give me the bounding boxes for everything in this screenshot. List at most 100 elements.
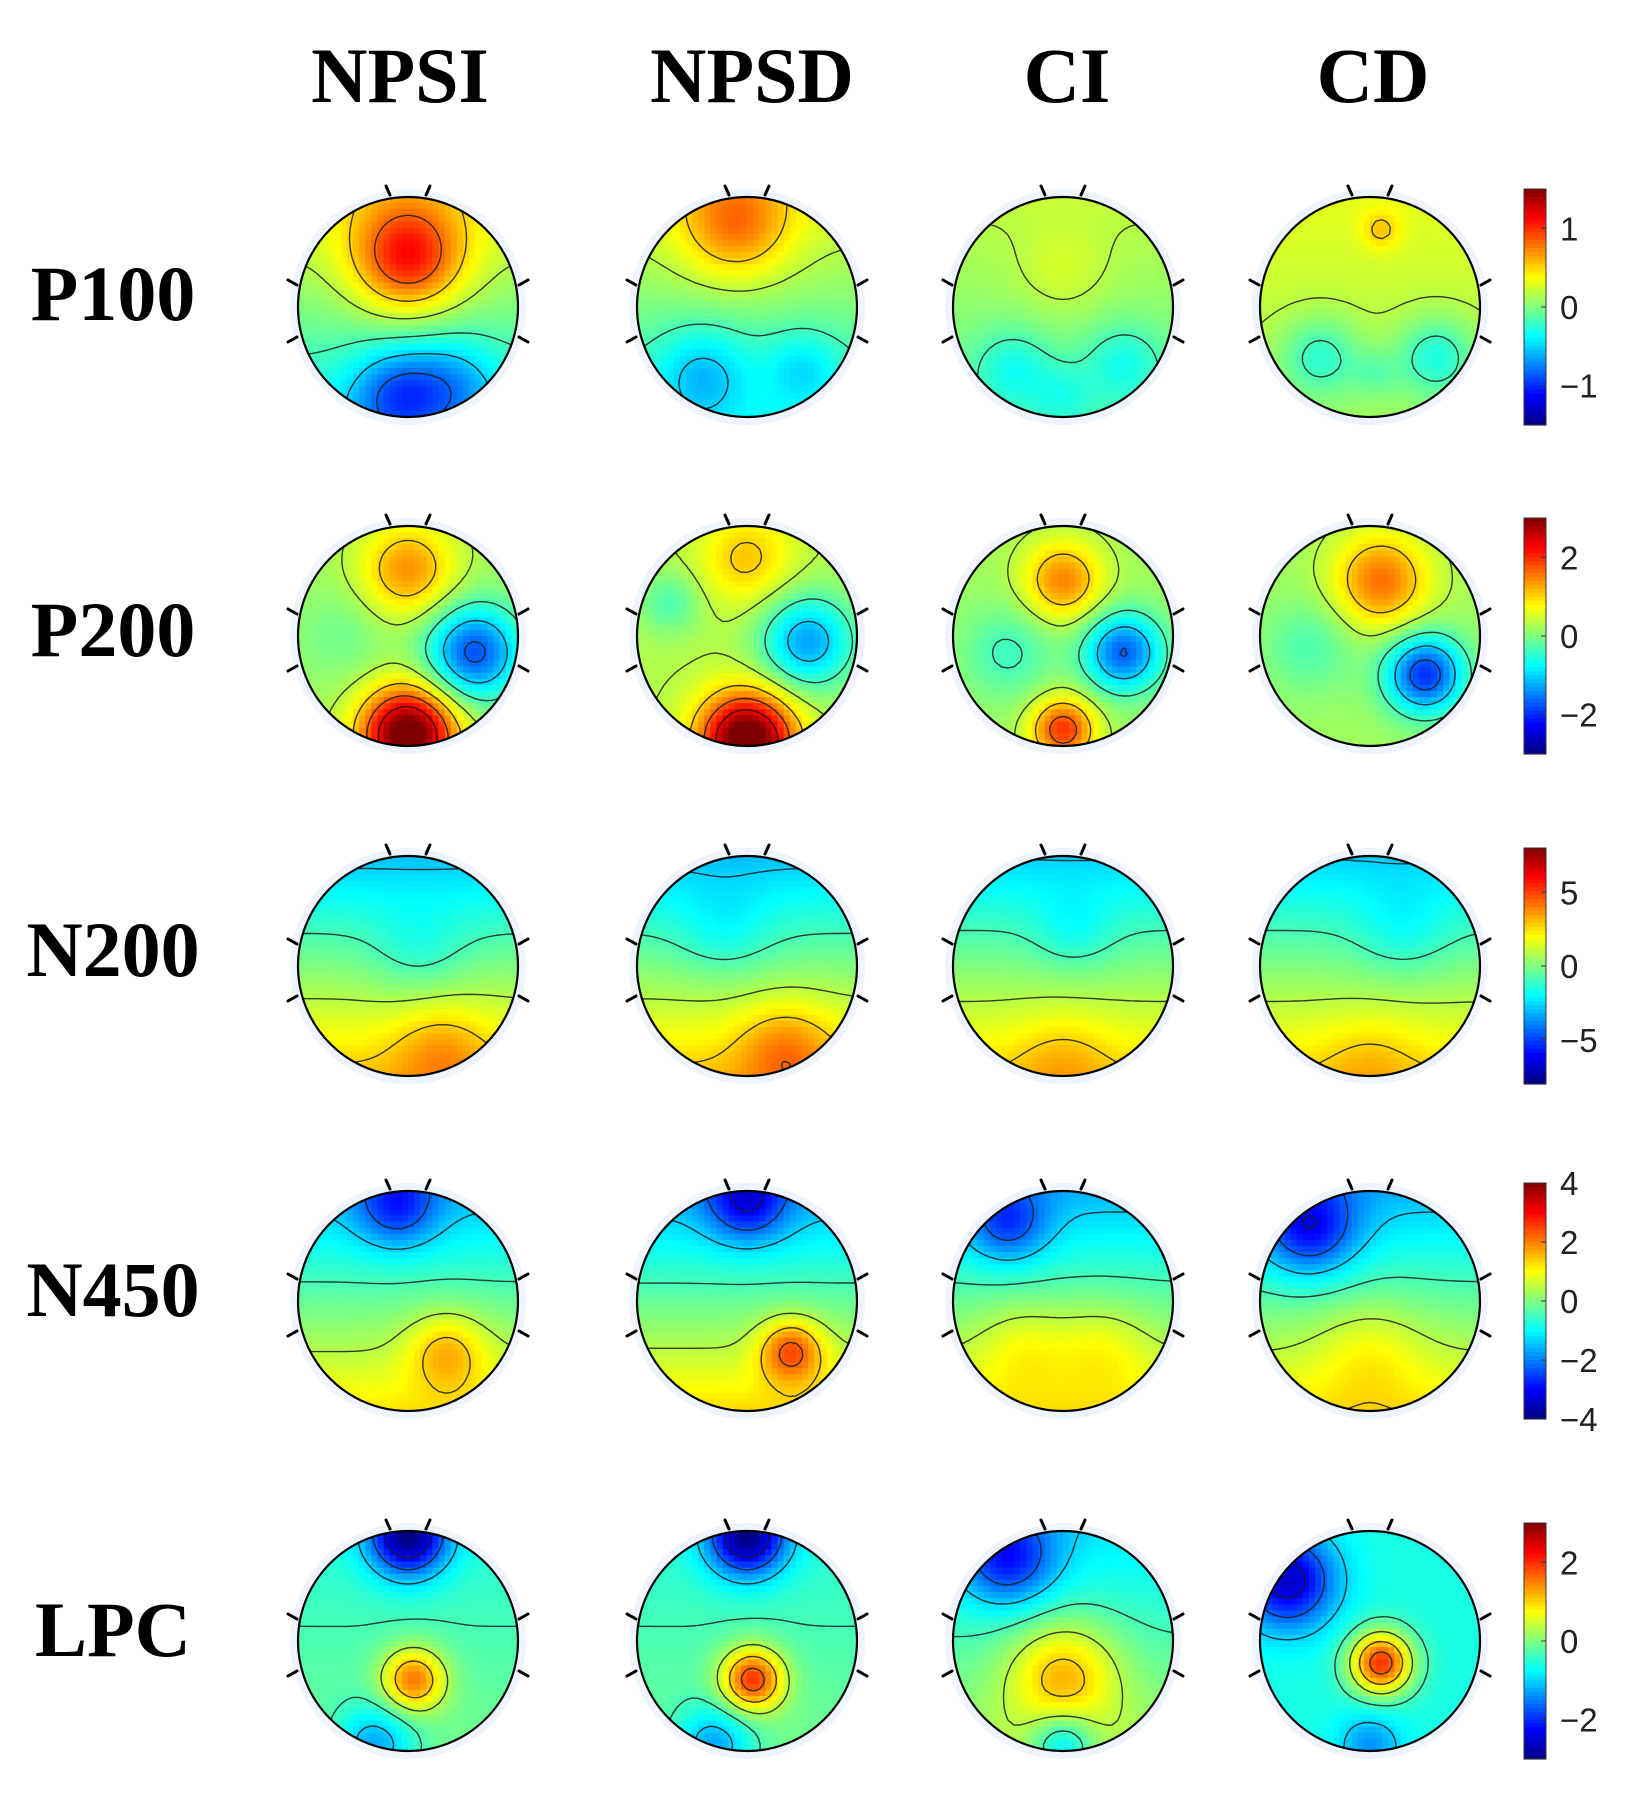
colorbar-segment [1524,1332,1546,1337]
colorbar-segment [1524,620,1546,625]
colorbar-segment [1524,1637,1546,1642]
colorbar-segment [1524,667,1546,672]
colorbar-segment [1524,1621,1546,1626]
colorbar-segment [1524,251,1546,257]
colorbar-lpc: 2 0 −2 [1523,1522,1598,1760]
colorbar-tick-label: −2 [1560,697,1598,734]
colorbar-tick-label: −5 [1560,1022,1598,1059]
colorbar-segment [1524,1747,1546,1752]
colorbar-segment [1524,573,1546,578]
colorbar-segment [1524,1289,1546,1294]
colorbar-tick-label: −1 [1560,368,1598,405]
colorbar-segment [1524,307,1546,312]
colorbar-segment [1524,1558,1546,1563]
colorbar-segment [1524,993,1546,999]
colorbar-segment [1524,922,1546,928]
head-outline [1258,1529,1482,1753]
colorbar-segment [1524,1633,1546,1638]
potential-field [953,197,1173,417]
colorbar-segment [1524,859,1546,865]
colorbar-segment [1524,1715,1546,1721]
colorbar-segment [1524,643,1546,649]
colorbar-segment [1524,1328,1546,1334]
colorbar-segment [1524,867,1546,873]
colorbar-segment [1524,1700,1546,1705]
colorbar-segment [1524,950,1546,955]
colorbar-segment [1524,1210,1546,1216]
colorbar-segment [1524,1597,1546,1603]
colorbar-segment [1524,695,1546,700]
colorbar-segment [1524,204,1546,210]
colorbar-segment [1524,310,1546,316]
colorbar-segment [1524,1593,1546,1599]
colorbar-segment [1524,271,1546,277]
head-outline [1258,854,1482,1078]
colorbar-segment [1524,1570,1546,1575]
colorbar-segment [1524,907,1546,912]
head-outline [1258,524,1482,748]
head-features [1248,1178,1492,1338]
column-title-npsd: NPSD [650,32,854,119]
colorbar-segment [1524,718,1546,724]
topomap-n450-npsi [286,1178,530,1419]
colorbar-segment [1524,366,1546,371]
colorbar-segment [1524,651,1546,657]
colorbar-segment [1524,734,1546,739]
colorbar-segment [1524,303,1546,308]
colorbar-segment [1524,1589,1546,1595]
colorbar-segment [1524,848,1546,853]
colorbar-segment [1524,1542,1546,1548]
contour-lines [1260,1191,1480,1411]
colorbar-segment [1524,879,1546,884]
colorbar-segment [1524,417,1546,422]
colorbar-segment [1524,525,1546,531]
colorbar-segment [1524,232,1546,237]
head-features [1248,843,1492,1003]
colorbar-segment [1524,518,1546,523]
colorbar-segment [1524,1703,1546,1709]
colorbar-segment [1524,358,1546,363]
topomap-lpc-cd [1248,1518,1492,1759]
colorbar-segment [1524,714,1546,720]
colorbar-segment [1524,1692,1546,1697]
colorbar-segment [1524,887,1546,892]
colorbar-segment [1524,938,1546,943]
colorbar-segment [1524,612,1546,617]
colorbar-segment [1524,710,1546,716]
colorbar-tick-label: 5 [1560,874,1578,911]
colorbar-segment [1524,698,1546,704]
colorbar-segment [1524,1005,1546,1010]
colorbar-segment [1524,997,1546,1002]
colorbar-segment [1524,279,1546,284]
colorbar-segment [1524,1391,1546,1396]
colorbar-segment [1524,903,1546,908]
colorbar-segment [1524,421,1546,426]
topomap-lpc-npsi [286,1518,530,1759]
colorbar-segment [1524,647,1546,653]
colorbar-segment [1524,1348,1546,1353]
colorbar-segment [1524,1186,1546,1192]
colorbar-segment [1524,322,1546,328]
colorbar-segment [1524,675,1546,680]
colorbar-segment [1524,1017,1546,1022]
colorbar-segment [1524,706,1546,712]
contour-lines [991,526,1168,746]
colorbar-segment [1524,1399,1546,1404]
colorbar-segment [1524,334,1546,340]
colorbar-segment [1524,393,1546,399]
colorbar-segment [1524,529,1546,535]
colorbar-segment [1524,624,1546,629]
head-features [286,184,530,344]
colorbar-segment [1524,604,1546,610]
column-headers: NPSI NPSD CI CD [311,32,1429,119]
head-features [625,843,869,1003]
colorbar-segment [1524,244,1546,249]
colorbar-segment [1524,1723,1546,1729]
colorbar-segment [1524,240,1546,245]
colorbar-segment [1524,1009,1546,1014]
head-outline [296,195,520,419]
colorbar-segment [1524,326,1546,332]
colorbar-segment [1524,1324,1546,1330]
colorbar-segment [1524,958,1546,963]
colorbar-n450: 4 2 0 −2 −4 [1523,1165,1598,1438]
